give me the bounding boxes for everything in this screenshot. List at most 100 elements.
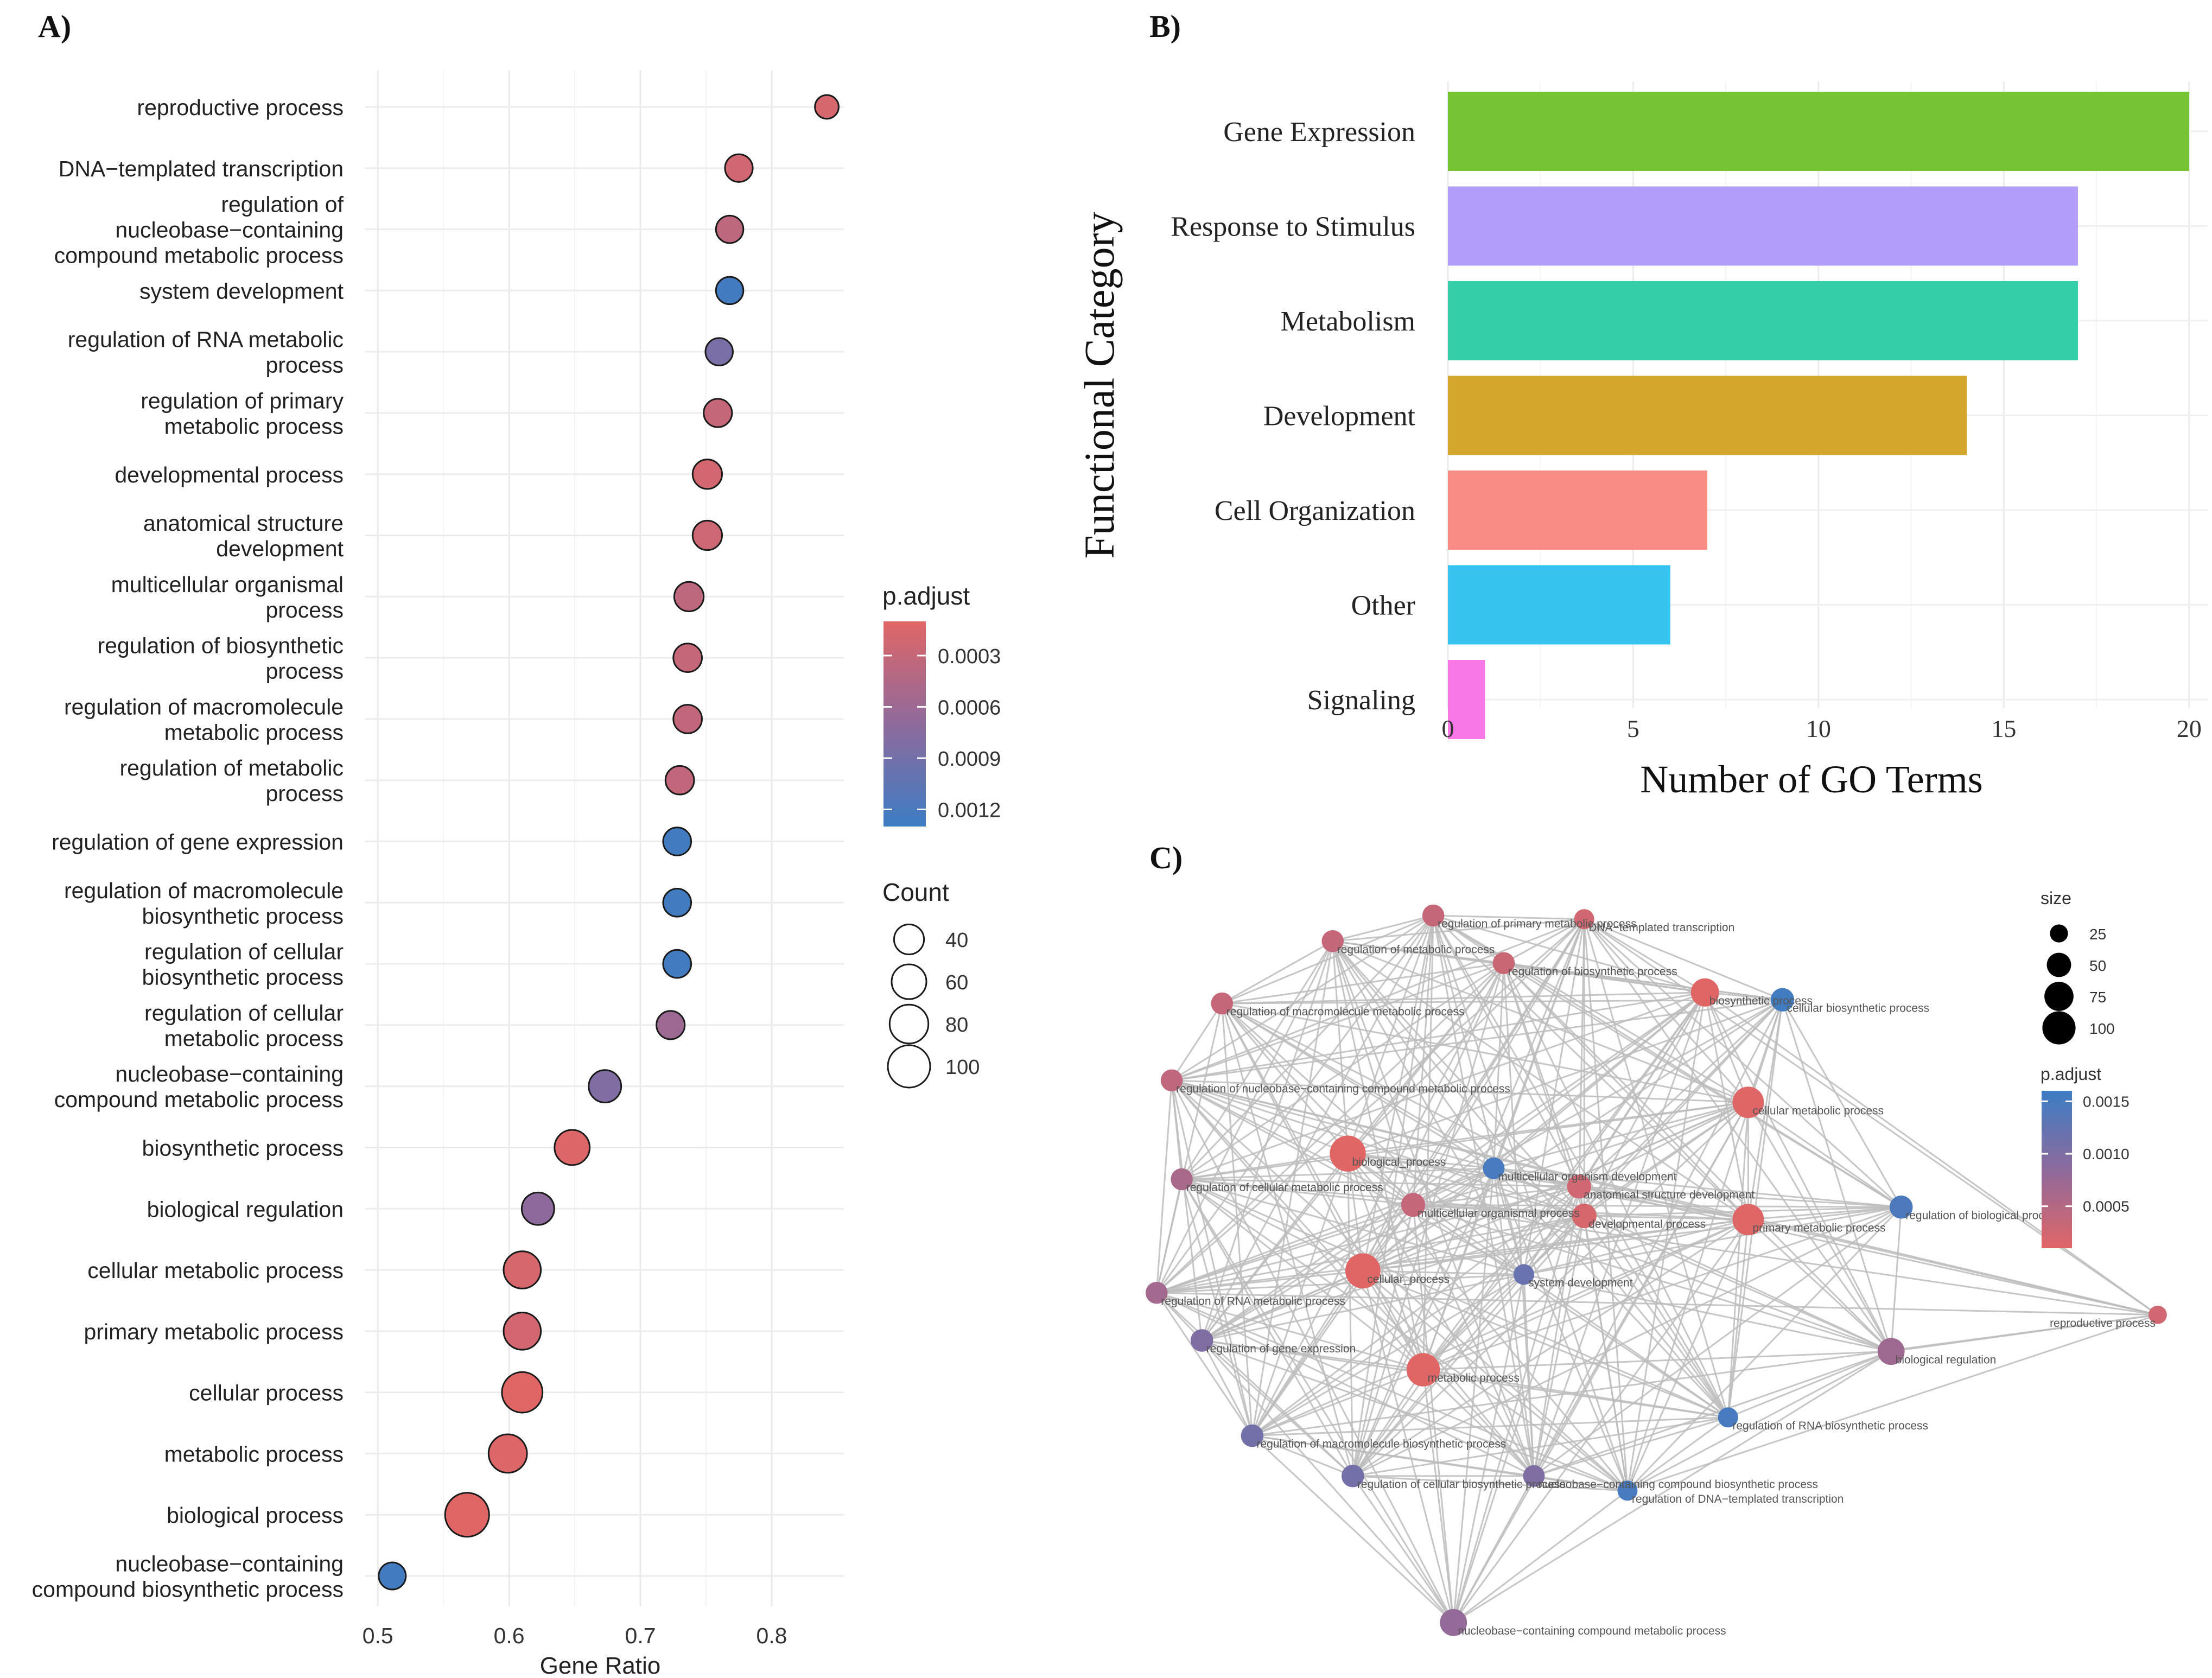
network-edge xyxy=(1181,962,1504,1180)
network-edge xyxy=(1347,1153,1494,1169)
dot-multicellular-organismal-process xyxy=(673,581,705,612)
network-edge xyxy=(1412,1205,1454,1623)
x-tick-label: 20 xyxy=(2177,715,2202,742)
network-edge xyxy=(1423,1369,1728,1419)
network-edge xyxy=(1156,962,1504,1294)
node-label: regulation of metabolic process xyxy=(1337,943,1495,956)
network-edge xyxy=(1251,1369,1424,1437)
size-legend-label: 25 xyxy=(2089,926,2106,943)
network-edge xyxy=(1222,1002,1749,1103)
term-label: nucleobase−containing xyxy=(115,1062,344,1086)
term-label: regulation of cellular xyxy=(144,1000,344,1025)
node-label: regulation of RNA metabolic process xyxy=(1161,1295,1345,1307)
network-edge xyxy=(1432,915,1580,1187)
network-edge xyxy=(1413,1204,2158,1316)
node-primary-metabolic-process xyxy=(1732,1204,1764,1236)
network-edge xyxy=(1156,1218,1749,1294)
network-edge xyxy=(1251,1274,1524,1437)
network-edge xyxy=(1222,914,1434,1005)
term-label: developmental process xyxy=(115,462,344,487)
node-label: regulation of RNA biosynthetic process xyxy=(1732,1420,1928,1432)
network-edge xyxy=(1422,1186,1580,1370)
network-edge xyxy=(1181,1167,1494,1180)
network-edge xyxy=(1747,1000,1783,1220)
network-edge xyxy=(1413,999,1783,1206)
term-label: biosynthetic process xyxy=(142,904,344,929)
network-edge xyxy=(1251,1435,1353,1477)
panel-b-x-ticks: 0 5 10 15 20 xyxy=(1442,715,2202,742)
term-label: compound metabolic process xyxy=(54,243,344,268)
network-edge xyxy=(1452,1186,1580,1623)
network-edge xyxy=(1579,1101,1749,1187)
network-edge xyxy=(1782,999,1892,1352)
node-regulation-of-macromolecule-metabolic-process xyxy=(1211,992,1234,1015)
node-label: regulation of cellular biosynthetic proc… xyxy=(1357,1478,1566,1491)
network-edge xyxy=(1578,999,1783,1187)
padjust-colorbar xyxy=(883,621,926,827)
term-label: nucleobase−containing xyxy=(115,218,344,243)
network-edge xyxy=(1201,1340,1454,1623)
node-regulation-of-macromolecule-biosynthetic-process xyxy=(1241,1424,1264,1447)
network-edge xyxy=(1201,1204,1414,1342)
count-legend-circle xyxy=(891,963,927,1000)
network-edge xyxy=(1626,1219,1749,1491)
network-edge xyxy=(1584,918,1783,1001)
network-edge xyxy=(1221,1003,1349,1154)
network-edge xyxy=(1347,1153,1424,1370)
dot-developmental-process xyxy=(691,459,723,490)
network-edge xyxy=(1156,1292,1628,1492)
network-edge xyxy=(1155,1179,1183,1293)
network-edge xyxy=(1202,1270,1363,1342)
network-edge xyxy=(1523,1206,1902,1275)
panel-label-b: B) xyxy=(1149,9,1181,44)
dot-regulation-of-primary-metabolic-process xyxy=(703,398,733,428)
size-legend-items: 25 50 75 100 xyxy=(2042,924,2115,1045)
network-edge xyxy=(1221,1003,1364,1272)
network-edge xyxy=(1584,918,2158,1315)
network-edge xyxy=(1493,1167,1892,1352)
panel-a-count-legend: Count 40 60 80 100 xyxy=(882,878,980,1089)
term-label: anatomical structure xyxy=(143,511,344,536)
padjust-tick-label: 0.0003 xyxy=(938,645,1001,668)
node-label: reproductive process xyxy=(2050,1317,2156,1330)
node-regulation-of-cellular-biosynthetic-process xyxy=(1341,1464,1364,1488)
x-tick-label: 0.6 xyxy=(494,1623,525,1648)
bar-other xyxy=(1448,565,1670,645)
node-label: regulation of DNA−templated transcriptio… xyxy=(1632,1493,1844,1505)
node-regulation-of-biosynthetic-process xyxy=(1492,952,1515,975)
network-edge xyxy=(1171,1080,1203,1341)
term-label: process xyxy=(265,659,344,684)
dot-regulation-of-nucleobase-containing-compound-metabolic-process xyxy=(715,214,745,244)
network-edge xyxy=(1352,1206,1902,1477)
panel-a-dotplot: reproductive process DNA−templated transc… xyxy=(32,71,1001,1678)
term-label: compound metabolic process xyxy=(54,1087,344,1112)
dot-regulation-of-metabolic-process xyxy=(664,765,695,796)
node-regulation-of-primary-metabolic-process xyxy=(1422,904,1445,927)
network-edge xyxy=(1523,1186,1580,1275)
network-edge xyxy=(1332,914,1434,942)
network-edge xyxy=(1171,1080,1253,1436)
node-dna-templated-transcription xyxy=(1574,909,1594,930)
count-legend-label: 80 xyxy=(945,1014,968,1037)
size-legend-circle xyxy=(2044,982,2074,1011)
node-label: regulation of gene expression xyxy=(1206,1343,1356,1355)
x-tick-label: 0.8 xyxy=(756,1623,787,1648)
panel-a-gridlines xyxy=(365,71,844,1606)
panel-label-a: A) xyxy=(38,9,71,44)
count-legend-label: 100 xyxy=(945,1056,980,1079)
network-edge xyxy=(1583,1215,1729,1418)
dot-primary-metabolic-process xyxy=(503,1312,542,1351)
term-label: cellular metabolic process xyxy=(87,1258,344,1283)
panel-b-category-labels: Gene Expression Response to Stimulus Metab… xyxy=(1171,117,1415,716)
dot-nucleobase-containing-compound-biosynthetic-process xyxy=(378,1561,407,1591)
network-edge xyxy=(1533,992,1706,1477)
network-edge xyxy=(1583,1216,1629,1491)
node-label: nucleobase−containing compound biosynthe… xyxy=(1539,1478,1818,1491)
network-edge xyxy=(1627,1416,1729,1491)
padjust-legend-ticks: 0.0003 0.0006 0.0009 0.0012 xyxy=(883,645,1001,822)
panel-a-term-labels: reproductive process DNA−templated transc… xyxy=(32,95,344,1602)
network-edge xyxy=(1534,1416,1728,1477)
node-label: developmental process xyxy=(1588,1218,1706,1231)
panel-b-x-axis-label: Number of GO Terms xyxy=(1640,758,1983,801)
